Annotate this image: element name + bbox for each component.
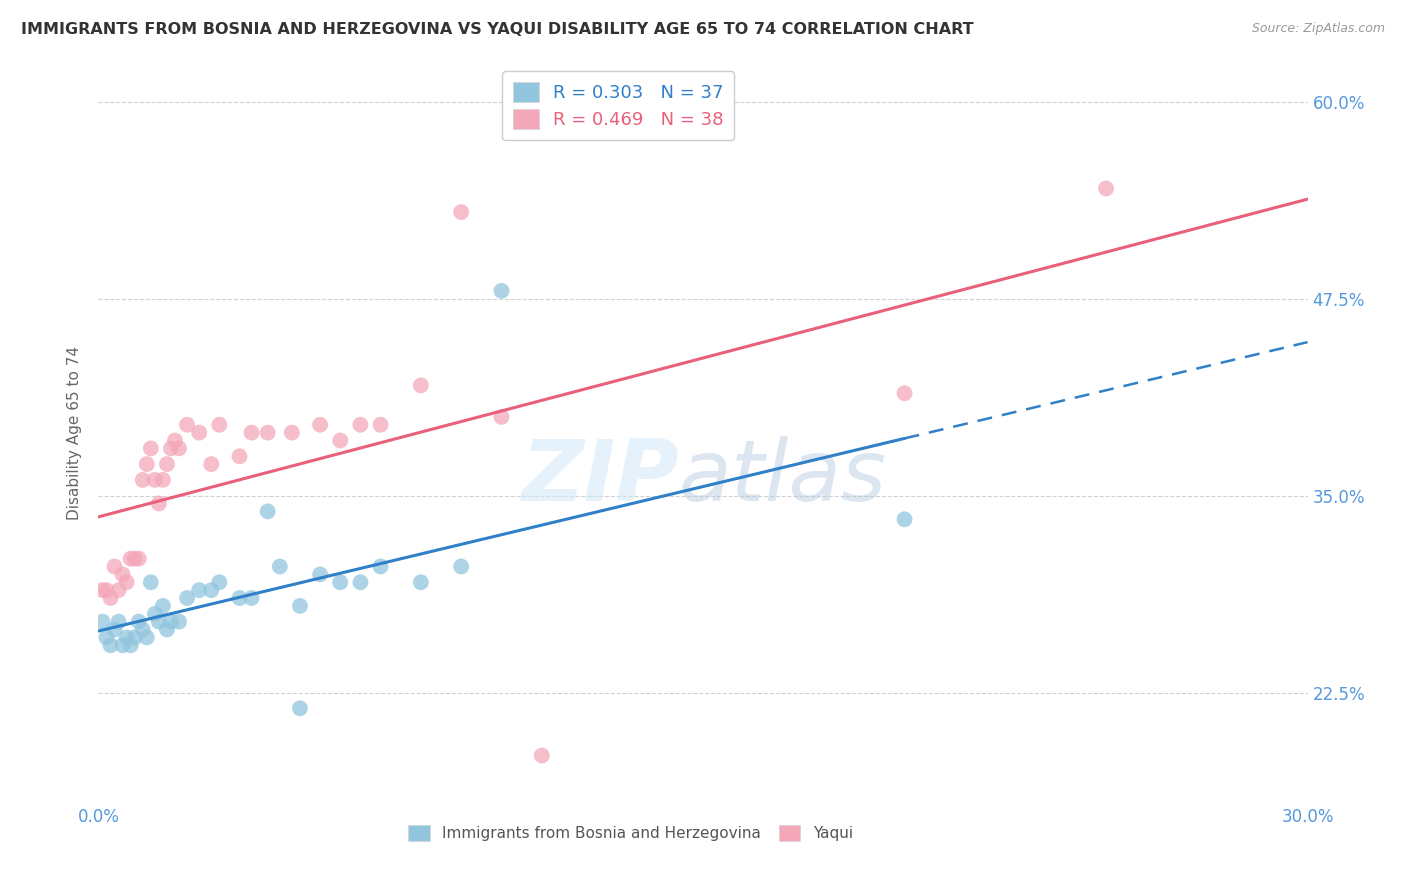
Point xyxy=(96,631,118,645)
Point xyxy=(240,591,263,605)
Point xyxy=(148,615,170,629)
Point xyxy=(329,575,352,590)
Point xyxy=(152,599,174,613)
Point xyxy=(309,567,332,582)
Point xyxy=(228,449,250,463)
Point xyxy=(124,551,146,566)
Point xyxy=(491,409,513,424)
Point xyxy=(188,425,211,440)
Point xyxy=(200,457,222,471)
Point xyxy=(115,631,138,645)
Point xyxy=(100,638,122,652)
Point xyxy=(450,205,472,219)
Point xyxy=(124,631,146,645)
Point xyxy=(167,442,190,456)
Point xyxy=(256,425,278,440)
Point xyxy=(208,417,231,432)
Point xyxy=(91,583,114,598)
Point xyxy=(450,559,472,574)
Text: atlas: atlas xyxy=(679,435,887,518)
Point xyxy=(160,615,183,629)
Point xyxy=(200,583,222,598)
Point xyxy=(111,567,134,582)
Point xyxy=(120,551,142,566)
Point xyxy=(167,615,190,629)
Point xyxy=(156,457,179,471)
Point xyxy=(208,575,231,590)
Point xyxy=(309,417,332,432)
Point xyxy=(128,615,150,629)
Point xyxy=(143,473,166,487)
Point xyxy=(152,473,174,487)
Point xyxy=(135,457,157,471)
Point xyxy=(409,378,432,392)
Point xyxy=(103,623,125,637)
Point xyxy=(349,575,371,590)
Point xyxy=(132,623,155,637)
Point xyxy=(107,615,129,629)
Point xyxy=(139,575,162,590)
Point xyxy=(176,591,198,605)
Point xyxy=(329,434,352,448)
Point xyxy=(893,512,915,526)
Point xyxy=(228,591,250,605)
Point xyxy=(100,591,122,605)
Text: Source: ZipAtlas.com: Source: ZipAtlas.com xyxy=(1251,22,1385,36)
Point xyxy=(103,559,125,574)
Point xyxy=(530,748,553,763)
Point xyxy=(96,583,118,598)
Point xyxy=(143,607,166,621)
Point xyxy=(491,284,513,298)
Point xyxy=(160,442,183,456)
Point xyxy=(281,425,304,440)
Point xyxy=(370,417,392,432)
Text: ZIP: ZIP xyxy=(522,435,679,518)
Text: IMMIGRANTS FROM BOSNIA AND HERZEGOVINA VS YAQUI DISABILITY AGE 65 TO 74 CORRELAT: IMMIGRANTS FROM BOSNIA AND HERZEGOVINA V… xyxy=(21,22,974,37)
Point xyxy=(132,473,155,487)
Point xyxy=(256,504,278,518)
Point xyxy=(188,583,211,598)
Point xyxy=(370,559,392,574)
Point xyxy=(349,417,371,432)
Point xyxy=(288,599,311,613)
Point xyxy=(176,417,198,432)
Point xyxy=(120,638,142,652)
Point xyxy=(269,559,291,574)
Point xyxy=(163,434,186,448)
Point xyxy=(409,575,432,590)
Legend: Immigrants from Bosnia and Herzegovina, Yaqui: Immigrants from Bosnia and Herzegovina, … xyxy=(402,819,859,847)
Point xyxy=(111,638,134,652)
Point xyxy=(288,701,311,715)
Point xyxy=(128,551,150,566)
Point xyxy=(139,442,162,456)
Point xyxy=(893,386,915,401)
Point xyxy=(135,631,157,645)
Point xyxy=(148,496,170,510)
Point xyxy=(91,615,114,629)
Point xyxy=(156,623,179,637)
Point xyxy=(107,583,129,598)
Y-axis label: Disability Age 65 to 74: Disability Age 65 to 74 xyxy=(67,345,83,520)
Point xyxy=(115,575,138,590)
Point xyxy=(240,425,263,440)
Point xyxy=(1095,181,1118,195)
